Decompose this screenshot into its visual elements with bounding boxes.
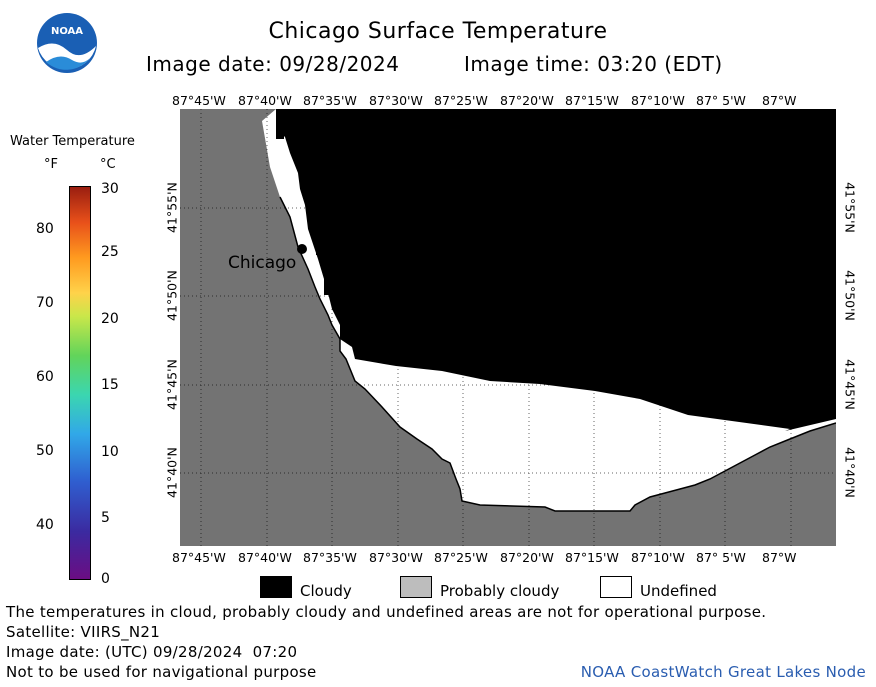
lon-label-bottom-6: 87°15'W — [565, 550, 619, 565]
footer-satellite: Satellite: VIIRS_N21 — [6, 623, 161, 641]
lat-label-right-2: 41°45'N — [842, 359, 858, 410]
lon-label-top-0: 87°45'W — [172, 93, 226, 108]
footer-nav-warning: Not to be used for navigational purpose — [6, 663, 317, 681]
chicago-marker — [297, 244, 307, 254]
c-tick-3: 15 — [101, 377, 119, 393]
graticule — [180, 109, 836, 546]
c-tick-1: 25 — [101, 244, 119, 260]
c-tick-2: 20 — [101, 311, 119, 327]
noaa-logo: NOAA — [36, 12, 98, 74]
lon-label-top-6: 87°15'W — [565, 93, 619, 108]
lat-label-left-0: 41°55'N — [164, 182, 180, 233]
temperature-colorbar — [69, 186, 91, 580]
f-tick-2: 60 — [36, 369, 54, 385]
legend-cloudy-label: Cloudy — [300, 582, 352, 600]
svg-text:NOAA: NOAA — [51, 26, 83, 37]
shoreline — [279, 196, 836, 512]
legend-probably-cloudy-swatch — [400, 576, 432, 598]
footer-credit: NOAA CoastWatch Great Lakes Node — [580, 663, 866, 681]
lon-label-bottom-3: 87°30'W — [369, 550, 423, 565]
page-title: Chicago Surface Temperature — [268, 19, 608, 44]
cloud-area — [276, 109, 836, 431]
c-tick-0: 30 — [101, 181, 119, 197]
legend-cloudy-swatch — [260, 576, 292, 598]
lon-label-top-9: 87°W — [762, 93, 797, 108]
footer-utc-date: Image date: (UTC) 09/28/2024 07:20 — [6, 643, 298, 661]
colorbar-unit-f: °F — [44, 157, 58, 172]
lat-label-right-0: 41°55'N — [842, 182, 858, 233]
lat-label-right-1: 41°50'N — [842, 270, 858, 321]
lon-label-bottom-8: 87° 5'W — [696, 550, 746, 565]
lon-label-bottom-7: 87°10'W — [631, 550, 685, 565]
f-tick-3: 50 — [36, 443, 54, 459]
legend-undefined-label: Undefined — [640, 582, 717, 600]
lon-label-bottom-4: 87°25'W — [434, 550, 488, 565]
lat-label-right-3: 41°40'N — [842, 447, 858, 498]
map-panel: Chicago — [180, 109, 836, 546]
c-tick-4: 10 — [101, 444, 119, 460]
footer-note: The temperatures in cloud, probably clou… — [6, 603, 767, 621]
lon-label-top-4: 87°25'W — [434, 93, 488, 108]
lon-label-top-1: 87°40'W — [238, 93, 292, 108]
lon-label-bottom-1: 87°40'W — [238, 550, 292, 565]
lon-label-bottom-0: 87°45'W — [172, 550, 226, 565]
image-date: Image date: 09/28/2024 — [146, 52, 400, 76]
lon-label-bottom-5: 87°20'W — [500, 550, 554, 565]
lat-label-left-2: 41°45'N — [164, 359, 180, 410]
image-time: Image time: 03:20 (EDT) — [464, 52, 723, 76]
lon-label-top-3: 87°30'W — [369, 93, 423, 108]
f-tick-4: 40 — [36, 517, 54, 533]
c-tick-5: 5 — [101, 510, 110, 526]
lat-label-left-1: 41°50'N — [164, 270, 180, 321]
colorbar-title: Water Temperature — [10, 134, 135, 149]
legend-undefined-swatch — [600, 576, 632, 598]
chicago-label: Chicago — [228, 253, 297, 273]
lon-label-top-2: 87°35'W — [303, 93, 357, 108]
f-tick-0: 80 — [36, 221, 54, 237]
lon-label-top-5: 87°20'W — [500, 93, 554, 108]
lon-label-bottom-2: 87°35'W — [303, 550, 357, 565]
c-tick-6: 0 — [101, 571, 110, 587]
legend-probably-cloudy-label: Probably cloudy — [440, 582, 560, 600]
lon-label-top-8: 87° 5'W — [696, 93, 746, 108]
lat-label-left-3: 41°40'N — [164, 447, 180, 498]
colorbar-unit-c: °C — [100, 157, 116, 172]
f-tick-1: 70 — [36, 295, 54, 311]
black-cloud-pixels — [276, 129, 330, 295]
lon-label-top-7: 87°10'W — [631, 93, 685, 108]
lon-label-bottom-9: 87°W — [762, 550, 797, 565]
